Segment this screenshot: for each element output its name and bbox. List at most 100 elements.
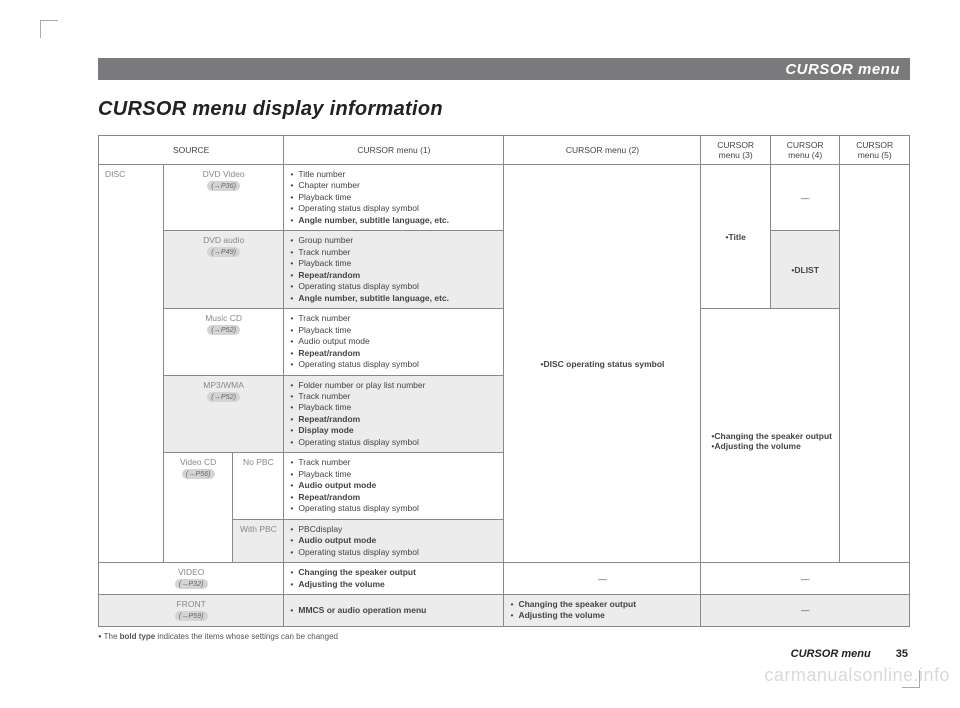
- list-item: Operating status display symbol: [290, 281, 497, 292]
- page-content: CURSOR menu CURSOR menu display informat…: [98, 58, 910, 660]
- th-m5: CURSOR menu (5): [840, 136, 910, 165]
- cell-front-m345: —: [701, 595, 910, 627]
- m3-title-text: •Title: [726, 232, 746, 242]
- list-item: Chapter number: [290, 180, 497, 191]
- cell-vcd-nopbc-m1: Track numberPlayback timeAudio output mo…: [284, 453, 504, 519]
- list-item: Operating status display symbol: [290, 503, 497, 514]
- cell-dvd-video-m1: Title numberChapter numberPlayback timeO…: [284, 165, 504, 231]
- list-item: Adjusting the volume: [290, 579, 497, 590]
- list-item: Repeat/random: [290, 348, 497, 359]
- cell-music-cd-src: Music CD (→P52): [163, 309, 283, 375]
- cell-disc-m2: •DISC operating status symbol: [504, 165, 701, 563]
- footnote: The bold type indicates the items whose …: [98, 632, 910, 641]
- list-item: Operating status display symbol: [290, 437, 497, 448]
- list-item: Display mode: [290, 425, 497, 436]
- list-item: Audio output mode: [290, 480, 497, 491]
- cell-mp3-m1: Folder number or play list numberTrack n…: [284, 375, 504, 453]
- table-wrapper: SOURCE CURSOR menu (1) CURSOR menu (2) C…: [98, 135, 910, 641]
- vcd-ref: (→P56): [182, 469, 215, 479]
- vcd-withpbc-label: With PBC: [239, 524, 277, 534]
- cell-vcd-nopbc-label: No PBC: [233, 453, 284, 519]
- dvd-audio-ref: (→P49): [207, 247, 240, 257]
- cell-video-src: VIDEO (→P32): [99, 563, 284, 595]
- cell-mp3-src: MP3/WMA (→P52): [163, 375, 283, 453]
- cell-dvd-audio-m1: Group numberTrack numberPlayback timeRep…: [284, 231, 504, 309]
- m4-dlist-text: •DLIST: [791, 265, 819, 275]
- front-label: FRONT: [105, 599, 277, 609]
- list-item: Changing the speaker output: [290, 567, 497, 578]
- cell-vcd-withpbc-m1: PBCdisplayAudio output modeOperating sta…: [284, 519, 504, 562]
- cell-front-m2: Changing the speaker outputAdjusting the…: [504, 595, 701, 627]
- m34-change-text: •Changing the speaker output •Adjusting …: [711, 431, 832, 451]
- video-ref: (→P32): [175, 579, 208, 589]
- dvd-video-label: DVD Video: [170, 169, 277, 179]
- list-item: Playback time: [290, 469, 497, 480]
- list-item: Track number: [290, 457, 497, 468]
- cell-front-src: FRONT (→P59): [99, 595, 284, 627]
- cursor-menu-table: SOURCE CURSOR menu (1) CURSOR menu (2) C…: [98, 135, 910, 627]
- list-item: Playback time: [290, 325, 497, 336]
- disc-m2-text: •DISC operating status symbol: [540, 359, 664, 369]
- cell-music-cd-m1: Track numberPlayback timeAudio output mo…: [284, 309, 504, 375]
- list-item: Angle number, subtitle language, etc.: [290, 293, 497, 304]
- list-item: Title number: [290, 169, 497, 180]
- th-source: SOURCE: [99, 136, 284, 165]
- list-item: Playback time: [290, 402, 497, 413]
- dvd-audio-label: DVD audio: [170, 235, 277, 245]
- vcd-nopbc-label: No PBC: [239, 457, 277, 467]
- list-item: Operating status display symbol: [290, 203, 497, 214]
- th-m2: CURSOR menu (2): [504, 136, 701, 165]
- footer-page: 35: [896, 648, 908, 660]
- cell-m4-dash: —: [770, 165, 840, 231]
- page-title: CURSOR menu display information: [98, 98, 910, 121]
- vcd-label: Video CD: [170, 457, 227, 467]
- cell-video-m345: —: [701, 563, 910, 595]
- cell-m34-change: •Changing the speaker output •Adjusting …: [701, 309, 840, 563]
- th-m3: CURSOR menu (3): [701, 136, 771, 165]
- mp3-ref: (→P52): [207, 392, 240, 402]
- cell-dvd-video-src: DVD Video (→P36): [163, 165, 283, 231]
- list-item: Repeat/random: [290, 414, 497, 425]
- th-m1: CURSOR menu (1): [284, 136, 504, 165]
- list-item: Audio output mode: [290, 535, 497, 546]
- cell-m4-dlist: •DLIST: [770, 231, 840, 309]
- footer: CURSOR menu 35: [791, 648, 908, 660]
- cell-vcd-withpbc-label: With PBC: [233, 519, 284, 562]
- dvd-video-ref: (→P36): [207, 181, 240, 191]
- list-item: MMCS or audio operation menu: [290, 605, 497, 616]
- list-item: Operating status display symbol: [290, 359, 497, 370]
- cell-video-m1: Changing the speaker outputAdjusting the…: [284, 563, 504, 595]
- list-item: Track number: [290, 391, 497, 402]
- cell-m5-empty: [840, 165, 910, 563]
- footer-label: CURSOR menu: [791, 648, 871, 660]
- music-cd-label: Music CD: [170, 313, 277, 323]
- music-cd-ref: (→P52): [207, 325, 240, 335]
- row-dvd-video: DISC DVD Video (→P36) Title numberChapte…: [99, 165, 910, 231]
- table-header-row: SOURCE CURSOR menu (1) CURSOR menu (2) C…: [99, 136, 910, 165]
- list-item: Repeat/random: [290, 270, 497, 281]
- list-item: Audio output mode: [290, 336, 497, 347]
- disc-label: DISC: [105, 169, 157, 179]
- cell-video-m2: —: [504, 563, 701, 595]
- cell-front-m1: MMCS or audio operation menu: [284, 595, 504, 627]
- list-item: Group number: [290, 235, 497, 246]
- header-bar: CURSOR menu: [98, 58, 910, 80]
- list-item: Playback time: [290, 192, 497, 203]
- list-item: Track number: [290, 313, 497, 324]
- cell-vcd-src: Video CD (→P56): [163, 453, 233, 563]
- list-item: Playback time: [290, 258, 497, 269]
- row-video: VIDEO (→P32) Changing the speaker output…: [99, 563, 910, 595]
- th-m4: CURSOR menu (4): [770, 136, 840, 165]
- mp3-label: MP3/WMA: [170, 380, 277, 390]
- header-title: CURSOR menu: [785, 61, 900, 78]
- crop-mark-tl: [40, 20, 58, 38]
- list-item: Repeat/random: [290, 492, 497, 503]
- row-front: FRONT (→P59) MMCS or audio operation men…: [99, 595, 910, 627]
- list-item: Folder number or play list number: [290, 380, 497, 391]
- watermark: carmanualsonline.info: [764, 665, 950, 686]
- list-item: Changing the speaker output: [510, 599, 694, 610]
- cell-dvd-audio-src: DVD audio (→P49): [163, 231, 283, 309]
- list-item: Adjusting the volume: [510, 610, 694, 621]
- footnote-text: The bold type indicates the items whose …: [104, 632, 338, 641]
- cell-m3-title: •Title: [701, 165, 771, 309]
